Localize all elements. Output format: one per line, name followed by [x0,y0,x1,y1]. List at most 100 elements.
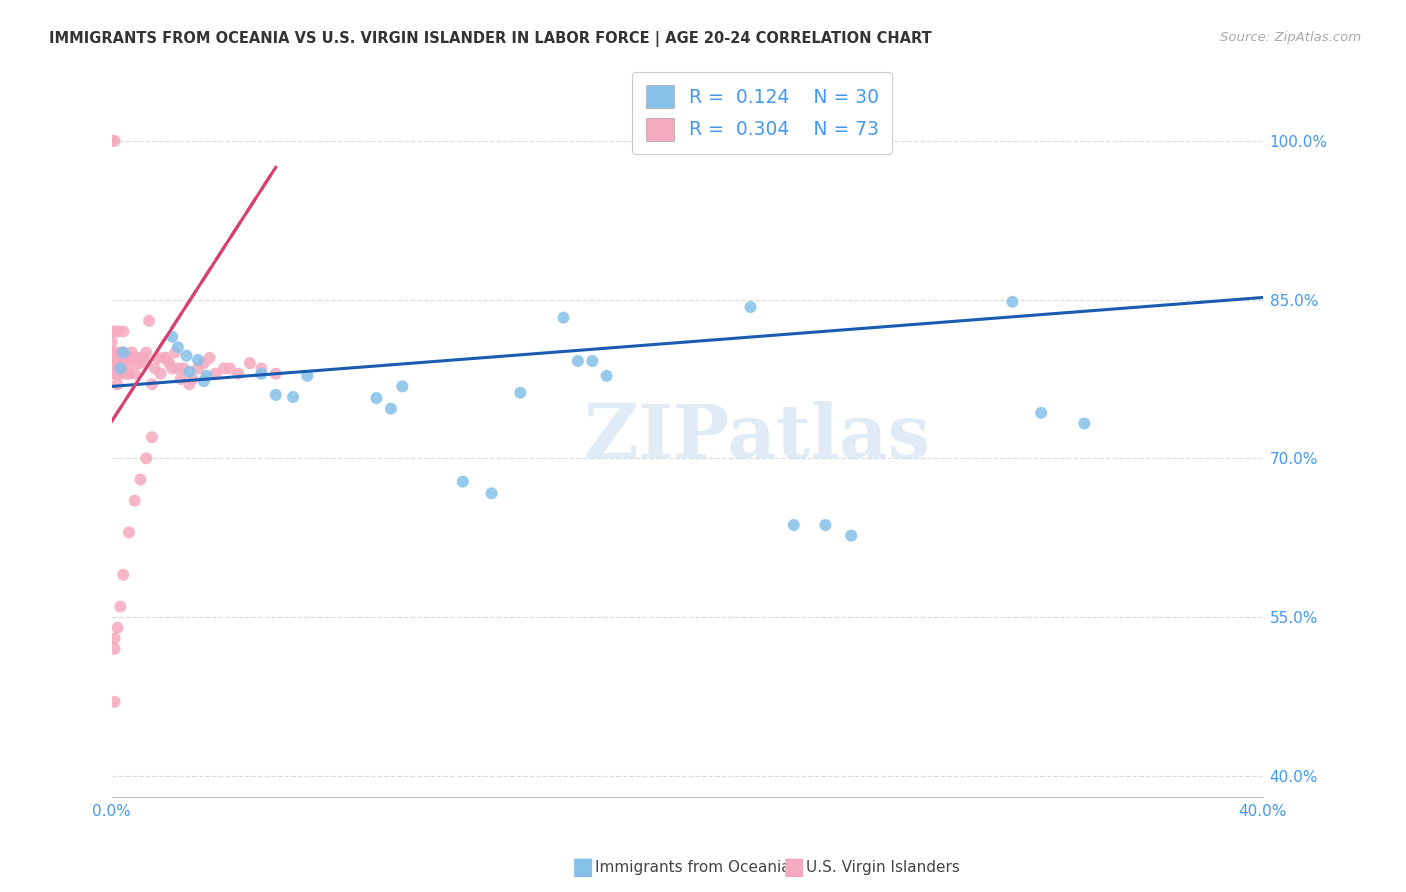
Point [100,367,122,381]
Point [239,356,262,370]
Point [118,351,141,365]
Point [103,641,125,656]
Point [163,345,186,359]
Point [141,377,163,392]
Point [118,525,141,540]
Point [218,361,240,376]
Point [380,401,402,416]
Point [152,351,174,365]
Point [160,361,183,376]
Point [107,351,129,365]
Point [187,353,209,368]
Point [814,518,837,533]
Point [157,356,180,370]
Point [121,345,143,359]
Point [129,356,152,370]
Point [149,367,172,381]
Point [264,388,287,402]
Point [143,361,166,376]
Point [100,134,122,148]
Point [198,351,221,365]
Point [110,361,132,376]
Point [112,356,135,370]
Point [1031,406,1053,420]
Point [100,351,122,365]
Point [187,361,209,376]
Point [181,372,204,386]
Point [124,351,146,365]
Point [212,361,235,376]
Point [170,372,193,386]
Text: ZIPatlas: ZIPatlas [583,401,929,474]
Point [451,475,474,489]
Point [103,695,125,709]
Point [107,367,129,381]
Point [167,340,190,354]
Point [103,367,125,381]
Point [103,351,125,365]
Text: IMMIGRANTS FROM OCEANIA VS U.S. VIRGIN ISLANDER IN LABOR FORCE | AGE 20-24 CORRE: IMMIGRANTS FROM OCEANIA VS U.S. VIRGIN I… [49,31,932,47]
Point [103,134,125,148]
Point [118,356,141,370]
Point [127,356,149,370]
Point [281,390,304,404]
Point [167,361,190,376]
Point [132,351,155,365]
Point [176,349,198,363]
Point [135,345,157,359]
Point [553,310,575,325]
Point [103,345,125,359]
Point [110,356,132,370]
Point [250,361,273,376]
Point [121,351,143,365]
Point [129,351,152,365]
Point [112,345,135,359]
Point [110,599,132,614]
Point [193,356,215,370]
Point [115,351,138,365]
Point [567,354,589,368]
Point [509,385,531,400]
Point [160,329,183,343]
Text: U.S. Virgin Islanders: U.S. Virgin Islanders [806,860,959,874]
Point [112,324,135,338]
Point [391,379,413,393]
Point [100,356,122,370]
Point [135,451,157,466]
Point [141,430,163,444]
Point [740,300,762,314]
Text: Immigrants from Oceania: Immigrants from Oceania [595,860,790,874]
Point [250,367,273,381]
Point [103,356,125,370]
Point [115,367,138,381]
Point [127,351,149,365]
Point [107,377,129,392]
Point [112,345,135,359]
Point [110,367,132,381]
Point [146,351,169,365]
Text: ■: ■ [783,855,806,879]
Point [138,314,160,328]
Point [103,632,125,646]
Point [366,391,388,405]
Point [595,368,617,383]
Point [264,367,287,381]
Point [100,334,122,349]
Point [173,361,195,376]
Text: Source: ZipAtlas.com: Source: ZipAtlas.com [1220,31,1361,45]
Point [124,367,146,381]
Point [107,621,129,635]
Point [100,345,122,359]
Point [193,374,215,388]
Point [481,486,503,500]
Point [110,345,132,359]
Point [155,351,177,365]
Point [839,528,862,542]
Point [118,367,141,381]
Point [100,324,122,338]
Point [1001,294,1024,309]
Point [112,567,135,582]
Text: ■: ■ [572,855,595,879]
Point [297,368,319,383]
Point [195,368,218,383]
